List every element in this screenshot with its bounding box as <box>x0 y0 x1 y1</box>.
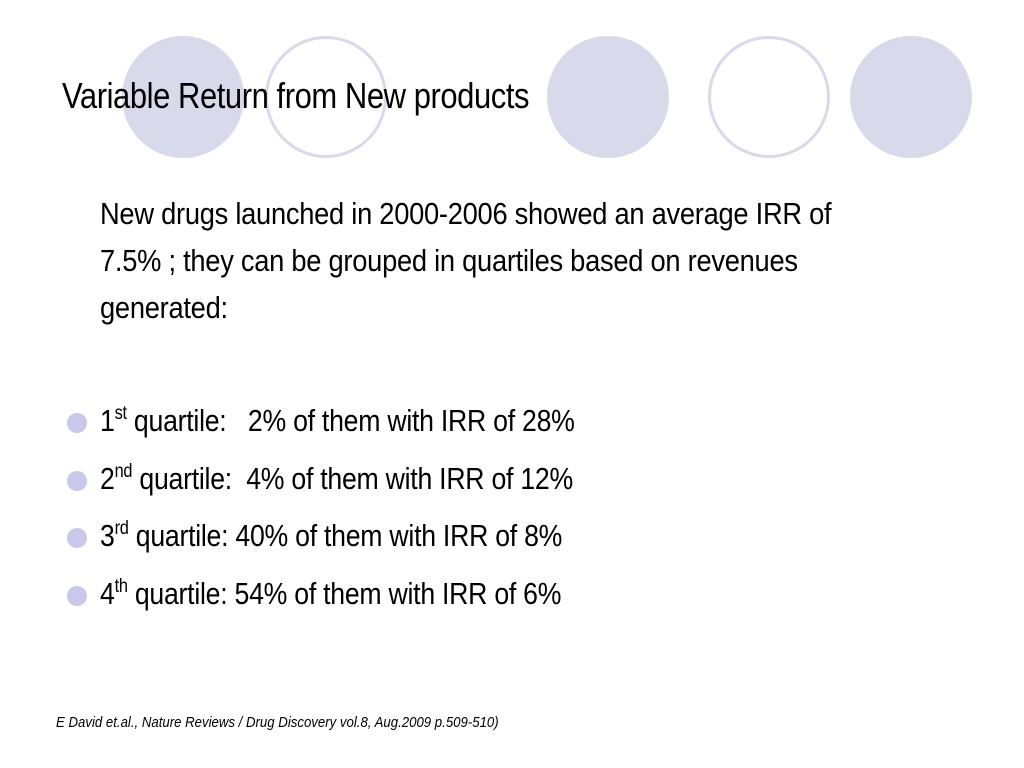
bullet-dot-icon <box>67 528 87 548</box>
bullet-body: quartile: 4% of them with IRR of 12% <box>132 460 573 496</box>
decor-circle-outline-1 <box>265 36 387 158</box>
quartile-list: 1st quartile: 2% of them with IRR of 28%… <box>64 396 964 626</box>
bullet-body: quartile: 40% of them with IRR of 8% <box>128 518 563 553</box>
intro-paragraph: New drugs launched in 2000-2006 showed a… <box>100 196 832 325</box>
bullet-body: quartile: 2% of them with IRR of 28% <box>126 403 575 438</box>
ordinal-number: 4 <box>100 575 115 611</box>
decor-circle-outline-2 <box>708 36 830 158</box>
bullet-body: quartile: 54% of them with IRR of 6% <box>127 575 562 611</box>
list-item: 3rd quartile: 40% of them with IRR of 8% <box>64 511 964 569</box>
ordinal-number: 1 <box>100 403 115 438</box>
bullet-dot-icon <box>67 413 87 433</box>
citation: E David et.al., Nature Reviews / Drug Di… <box>56 714 499 731</box>
ordinal-suffix: rd <box>114 518 129 539</box>
list-item: 1st quartile: 2% of them with IRR of 28% <box>64 396 964 454</box>
decor-circle-filled-2 <box>547 36 669 158</box>
decor-circle-filled-3 <box>850 36 972 158</box>
decor-circle-filled-1 <box>122 36 244 158</box>
list-item: 4th quartile: 54% of them with IRR of 6% <box>64 569 964 627</box>
bullet-text: 3rd quartile: 40% of them with IRR of 8% <box>100 511 562 561</box>
bullet-text: 4th quartile: 54% of them with IRR of 6% <box>100 569 561 619</box>
ordinal-number: 3 <box>100 518 115 553</box>
ordinal-suffix: nd <box>114 460 133 482</box>
ordinal-number: 2 <box>100 460 115 496</box>
bullet-text: 1st quartile: 2% of them with IRR of 28% <box>100 396 575 446</box>
bullet-dot-icon <box>67 585 87 606</box>
ordinal-suffix: st <box>114 403 127 424</box>
list-item: 2nd quartile: 4% of them with IRR of 12% <box>64 454 964 512</box>
bullet-text: 2nd quartile: 4% of them with IRR of 12% <box>100 454 573 504</box>
slide-title: Variable Return from New products <box>62 75 530 116</box>
ordinal-suffix: th <box>114 575 128 597</box>
bullet-dot-icon <box>67 470 87 491</box>
